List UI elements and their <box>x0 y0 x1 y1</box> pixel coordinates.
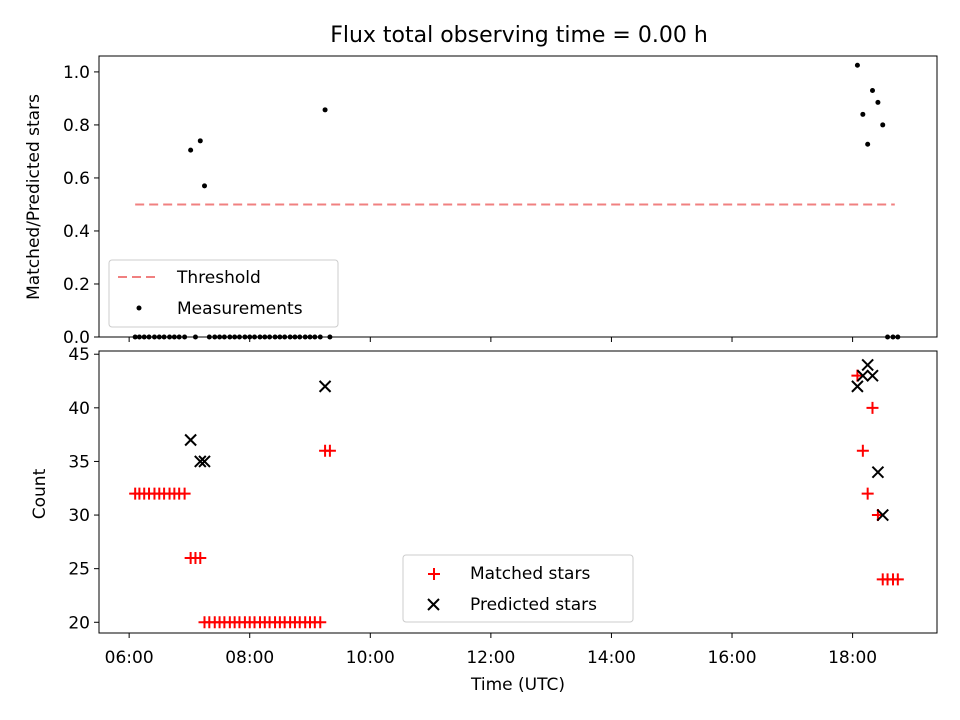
matched-star-point <box>178 487 191 500</box>
ytick-label: 0.2 <box>63 275 90 295</box>
top-panel: 0.0 0.2 0.4 0.6 0.8 1.0 Matched/Predicted sta… <box>24 55 938 348</box>
matched-star-point <box>851 369 864 382</box>
measurement-point <box>860 111 866 117</box>
measurement-point <box>869 87 875 93</box>
predicted-star-point <box>184 433 197 447</box>
predicted-star-point <box>318 380 332 393</box>
matched-star-point <box>891 573 904 586</box>
predicted-star-point <box>861 358 874 372</box>
bottom-legend-box <box>402 554 634 623</box>
bottom-ylabel: Count <box>30 468 50 519</box>
top-legend: Threshold Measurements <box>108 259 339 328</box>
bottom-axis-ticks: 20 25 30 35 40 45 06:00 08:00 10:00 12:00 14:00 16:… <box>68 345 877 668</box>
ytick-label: 0.4 <box>63 222 90 242</box>
bottom-panel: 20 25 30 35 40 45 06:00 08:00 10:00 12:00 14:00 16:… <box>30 345 938 695</box>
legend-predicted-swatch <box>427 598 440 611</box>
xtick-label: 16:00 <box>708 648 757 668</box>
matched-star-point <box>856 444 869 457</box>
xtick-label: 08:00 <box>225 648 274 668</box>
matched-star-point <box>861 487 874 500</box>
top-axes-frame <box>98 55 938 338</box>
ytick-label: 35 <box>68 452 90 472</box>
chart-title: Flux total observing time = 0.00 h <box>330 23 708 48</box>
ytick-label: 20 <box>68 613 90 633</box>
bottom-axes-frame <box>98 350 938 634</box>
measurement-point <box>322 107 328 113</box>
predicted-star-point <box>198 455 211 468</box>
ytick-label: 30 <box>68 506 90 526</box>
top-legend-box <box>108 259 339 328</box>
measurement-point <box>197 138 203 144</box>
legend-measurements-swatch <box>136 305 142 311</box>
matched-star-point <box>323 444 336 457</box>
measurement-point <box>202 183 208 189</box>
ytick-label: 0.8 <box>63 116 90 136</box>
legend-matched-swatch <box>428 568 440 580</box>
predicted-star-point <box>194 455 207 468</box>
legend-predicted-label: Predicted stars <box>470 595 597 615</box>
xtick-label: 18:00 <box>828 648 877 668</box>
predicted-star-point <box>856 369 870 382</box>
measurement-point <box>875 99 881 105</box>
bottom-xlabel: Time (UTC) <box>470 675 565 695</box>
predicted-star-point <box>876 508 889 522</box>
measurement-point <box>854 62 860 68</box>
bottom-legend: Matched stars Predicted stars <box>402 554 634 623</box>
xtick-label: 06:00 <box>105 648 154 668</box>
xtick-label: 12:00 <box>466 648 515 668</box>
measurement-point <box>188 147 194 153</box>
xtick-label: 10:00 <box>346 648 395 668</box>
predicted-star-point <box>871 465 885 479</box>
matched-star-point <box>866 401 879 414</box>
predicted-star-point <box>866 369 879 382</box>
bottom-plot-marks <box>129 358 904 629</box>
ytick-label: 0.6 <box>63 169 90 189</box>
matched-star-point <box>194 551 207 564</box>
measurement-point <box>865 141 871 147</box>
predicted-star-point <box>851 380 864 393</box>
ytick-label: 45 <box>68 345 90 365</box>
legend-threshold-label: Threshold <box>176 268 261 288</box>
ytick-label: 25 <box>68 560 90 580</box>
measurement-point <box>880 122 886 128</box>
top-axis-ticks: 0.0 0.2 0.4 0.6 0.8 1.0 <box>63 63 854 348</box>
ytick-label: 40 <box>68 399 90 419</box>
top-ylabel: Matched/Predicted stars <box>24 94 44 300</box>
ytick-label: 0.0 <box>63 328 90 348</box>
top-plot-marks <box>132 62 901 340</box>
ytick-label: 1.0 <box>63 63 90 83</box>
matched-star-point <box>314 616 327 629</box>
legend-measurements-label: Measurements <box>177 299 303 319</box>
xtick-label: 14:00 <box>587 648 636 668</box>
legend-matched-label: Matched stars <box>470 564 590 584</box>
